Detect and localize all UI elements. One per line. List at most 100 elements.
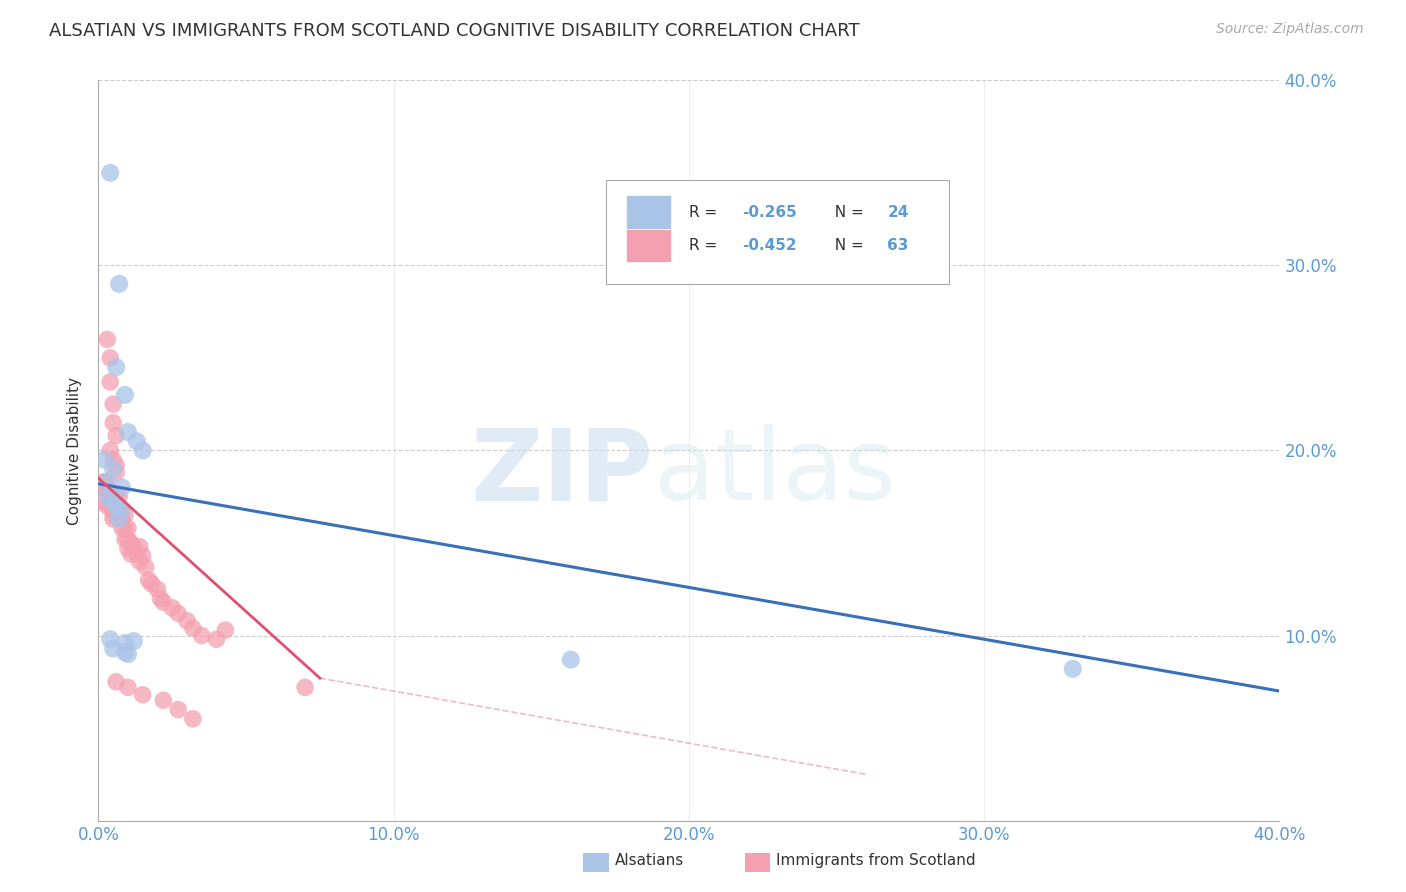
Point — [105, 499, 128, 513]
Point — [93, 475, 115, 489]
Point — [98, 351, 121, 365]
Point — [105, 488, 128, 502]
Point — [105, 495, 128, 509]
Point — [98, 632, 121, 647]
Text: N =: N = — [825, 238, 869, 252]
Point — [560, 652, 582, 666]
Point — [122, 540, 145, 554]
Point — [108, 499, 131, 513]
Text: N =: N = — [825, 204, 869, 219]
Point — [96, 499, 118, 513]
Point — [138, 573, 160, 587]
Point — [214, 623, 236, 637]
Point — [98, 443, 121, 458]
Point — [122, 634, 145, 648]
Point — [125, 547, 148, 561]
Point — [105, 428, 128, 442]
Point — [103, 512, 125, 526]
Point — [98, 375, 121, 389]
FancyBboxPatch shape — [606, 180, 949, 284]
Point — [96, 484, 118, 499]
Text: R =: R = — [689, 238, 723, 252]
Text: Immigrants from Scotland: Immigrants from Scotland — [776, 853, 976, 868]
Point — [114, 636, 136, 650]
Text: ALSATIAN VS IMMIGRANTS FROM SCOTLAND COGNITIVE DISABILITY CORRELATION CHART: ALSATIAN VS IMMIGRANTS FROM SCOTLAND COG… — [49, 22, 860, 40]
Point — [111, 481, 134, 495]
Point — [93, 475, 115, 489]
Text: Alsatians: Alsatians — [614, 853, 683, 868]
Point — [205, 632, 228, 647]
Point — [132, 688, 155, 702]
Point — [181, 712, 204, 726]
Point — [103, 493, 125, 508]
Text: atlas: atlas — [654, 425, 896, 521]
Point — [128, 554, 150, 569]
Point — [162, 600, 183, 615]
Point — [120, 547, 142, 561]
Point — [96, 490, 118, 504]
Text: Source: ZipAtlas.com: Source: ZipAtlas.com — [1216, 22, 1364, 37]
Text: R =: R = — [689, 204, 723, 219]
Point — [117, 541, 139, 556]
Bar — [626, 228, 671, 262]
Point — [108, 277, 131, 291]
Point — [114, 521, 136, 535]
Point — [132, 443, 155, 458]
Point — [96, 475, 118, 489]
Point — [114, 533, 136, 547]
Text: ZIP: ZIP — [471, 425, 654, 521]
Point — [96, 481, 118, 495]
Point — [114, 388, 136, 402]
Point — [191, 628, 214, 642]
Point — [146, 582, 169, 597]
Point — [103, 502, 125, 516]
Bar — [626, 195, 671, 228]
Point — [103, 452, 125, 467]
Point — [111, 512, 134, 526]
Point — [152, 693, 174, 707]
Point — [93, 495, 115, 509]
Point — [294, 681, 316, 695]
Point — [111, 521, 134, 535]
Point — [141, 576, 163, 591]
Point — [98, 491, 121, 506]
Point — [149, 591, 172, 606]
Point — [176, 614, 198, 628]
Point — [96, 481, 118, 495]
Point — [103, 641, 125, 656]
Point — [117, 521, 139, 535]
Point — [132, 549, 155, 563]
Point — [111, 502, 134, 516]
Point — [108, 512, 131, 526]
Point — [103, 462, 125, 476]
Point — [98, 488, 121, 502]
Point — [1062, 662, 1084, 676]
Point — [120, 536, 142, 550]
Point — [125, 434, 148, 449]
Point — [105, 360, 128, 375]
Point — [108, 508, 131, 523]
Point — [114, 508, 136, 523]
Text: 24: 24 — [887, 204, 908, 219]
Point — [117, 681, 139, 695]
Point — [93, 452, 115, 467]
Point — [105, 674, 128, 689]
Point — [108, 490, 131, 504]
Point — [98, 166, 121, 180]
Point — [128, 540, 150, 554]
Point — [167, 607, 190, 621]
Y-axis label: Cognitive Disability: Cognitive Disability — [67, 376, 83, 524]
Point — [117, 425, 139, 439]
Point — [96, 332, 118, 346]
Text: -0.265: -0.265 — [742, 204, 797, 219]
Point — [117, 533, 139, 547]
Point — [105, 458, 128, 473]
Point — [105, 466, 128, 480]
Point — [152, 595, 174, 609]
Point — [103, 416, 125, 430]
Point — [135, 560, 157, 574]
Point — [111, 502, 134, 516]
Point — [167, 703, 190, 717]
Point — [103, 397, 125, 411]
Text: 63: 63 — [887, 238, 908, 252]
